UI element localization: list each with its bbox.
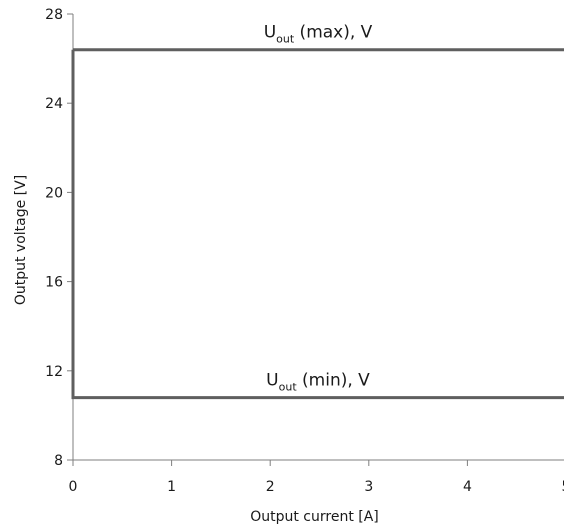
y-tick-label: 8	[54, 453, 63, 469]
operating-envelope-line	[71, 48, 564, 400]
y-tick-label: 12	[45, 364, 63, 380]
annotation-max-rest: (max), V	[294, 23, 373, 43]
y-tick-label: 24	[45, 96, 63, 112]
x-axis-label: Output current [A]	[250, 509, 379, 525]
axes	[72, 14, 564, 461]
annotation-uout-min: Uout (min), V	[266, 371, 370, 394]
annotation-uout-max: Uout (max), V	[264, 23, 373, 46]
x-tick-label: 1	[167, 479, 176, 495]
annotation-max-sub: out	[276, 33, 295, 46]
y-tick-label: 20	[45, 185, 63, 201]
x-tick-label: 5	[562, 479, 564, 495]
ticks: 81216202428012345	[45, 7, 564, 495]
x-tick-label: 4	[463, 479, 472, 495]
x-tick-label: 3	[364, 479, 373, 495]
x-tick-label: 0	[69, 479, 78, 495]
y-tick-label: 16	[45, 275, 63, 291]
y-tick-label: 28	[45, 7, 63, 23]
annotation-min-main: U	[266, 371, 278, 391]
x-tick-label: 2	[266, 479, 275, 495]
annotation-min-rest: (min), V	[297, 371, 371, 391]
annotation-min-sub: out	[279, 381, 298, 394]
annotation-max-main: U	[264, 23, 276, 43]
y-axis-label: Output voltage [V]	[13, 175, 29, 305]
series	[71, 48, 564, 400]
